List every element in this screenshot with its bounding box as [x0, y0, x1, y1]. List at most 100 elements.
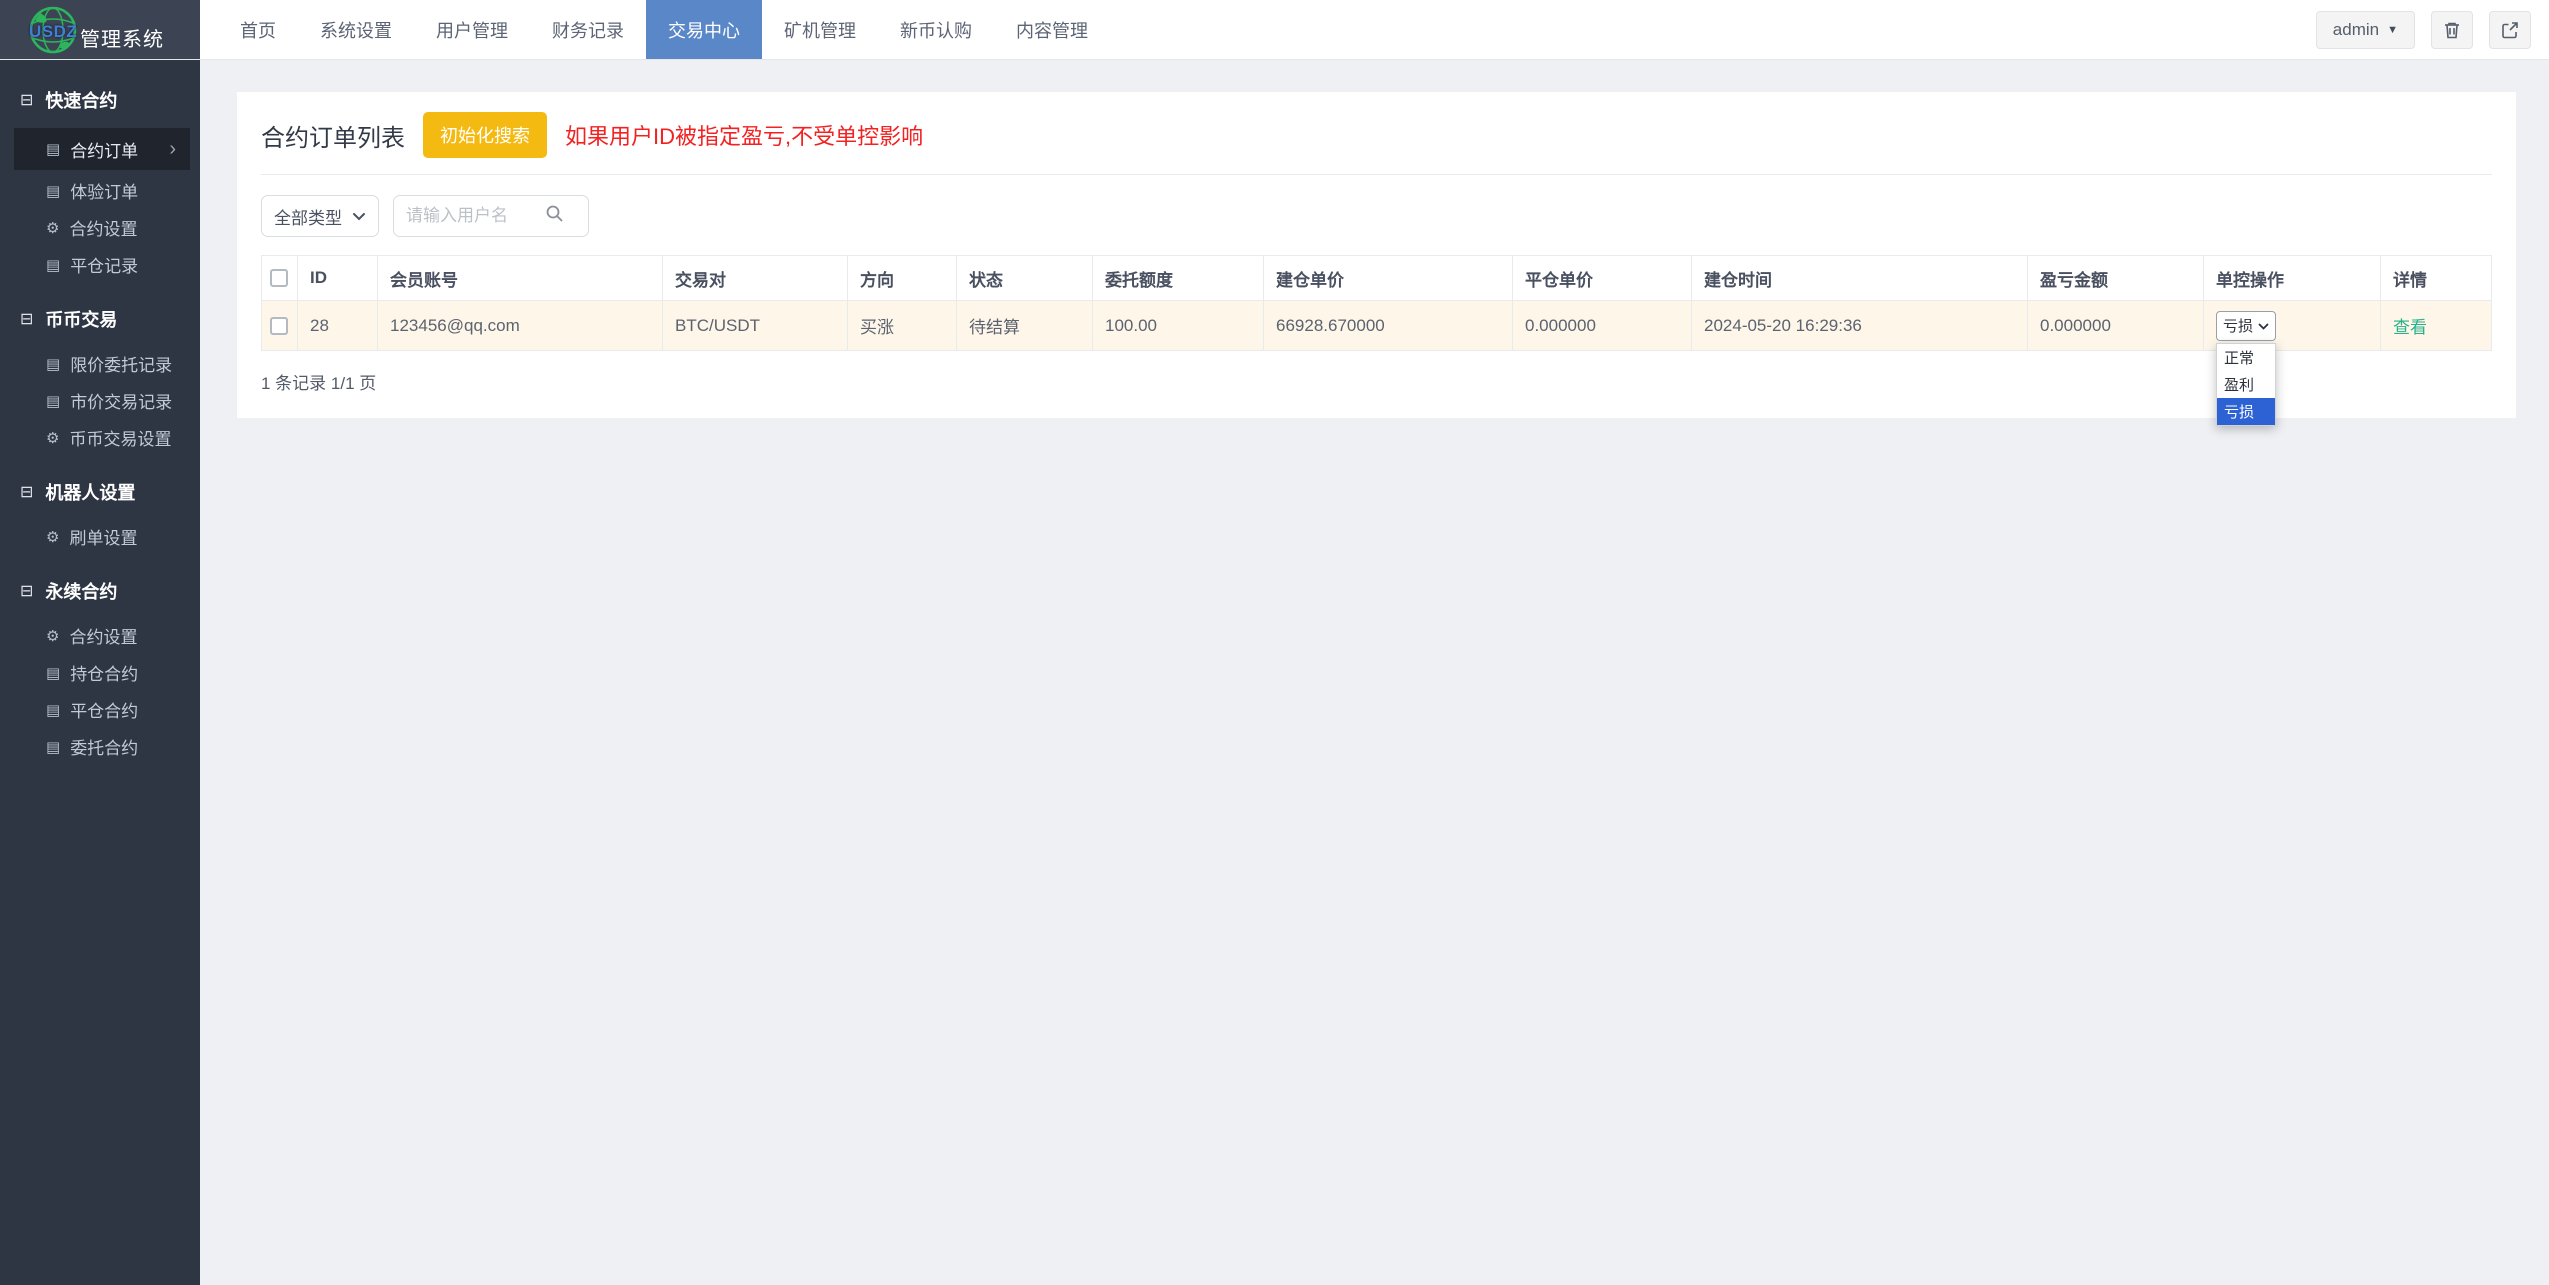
- nav-item-finance-records[interactable]: 财务记录: [552, 20, 624, 41]
- gear-icon: ⚙: [46, 627, 60, 645]
- sidebar-group-spot-trade[interactable]: ⊟ 币币交易: [0, 293, 200, 345]
- sidebar-section-spot-trade: ⊟ 币币交易 ▤ 限价委托记录 ▤ 市价交易记录 ⚙ 币币交易设置: [0, 293, 200, 456]
- trash-icon: [2442, 20, 2462, 40]
- chevron-down-icon: [2258, 317, 2269, 334]
- nav-item-content-management[interactable]: 内容管理: [1016, 20, 1088, 41]
- type-select[interactable]: 全部类型: [261, 195, 379, 237]
- init-search-button[interactable]: 初始化搜索: [423, 112, 547, 158]
- sidebar-section-robot-settings: ⊟ 机器人设置 ⚙ 刷单设置: [0, 466, 200, 555]
- cell-amount: 100.00: [1092, 300, 1264, 351]
- clear-cache-button[interactable]: [2431, 10, 2473, 49]
- sidebar-item-label: 币币交易设置: [69, 430, 172, 449]
- sidebar-item-label: 委托合约: [70, 739, 139, 758]
- control-select-value: 亏损: [2223, 318, 2254, 335]
- table-header-row: ID 会员账号 交易对 方向 状态 委托额度 建仓单价 平仓单价 建仓时间 盈亏…: [261, 255, 2492, 301]
- nav-item-system-settings[interactable]: 系统设置: [320, 20, 392, 41]
- list-icon: ▤: [46, 664, 61, 682]
- main-nav: 首页 系统设置 用户管理 财务记录 交易中心 矿机管理 新币认购 内容管理: [218, 0, 1110, 59]
- view-detail-link[interactable]: 查看: [2393, 318, 2427, 337]
- section-title: 永续合约: [45, 582, 118, 602]
- cell-status: 待结算: [956, 300, 1093, 351]
- app-logo: USDZ 管理系统: [0, 0, 200, 59]
- nav-item-new-coin[interactable]: 新币认购: [900, 20, 972, 41]
- sidebar-group-perpetual-contract[interactable]: ⊟ 永续合约: [0, 565, 200, 617]
- col-header-detail: 详情: [2380, 255, 2492, 301]
- type-select-value: 全部类型: [274, 208, 342, 228]
- col-header-account: 会员账号: [377, 255, 663, 301]
- sidebar-item-perpetual-settings[interactable]: ⚙ 合约设置: [0, 617, 200, 654]
- sidebar-item-label: 持仓合约: [70, 665, 139, 684]
- row-checkbox[interactable]: [270, 316, 288, 335]
- col-header-pair: 交易对: [662, 255, 848, 301]
- cell-control: 亏损 正常 盈利 亏损: [2203, 300, 2381, 426]
- sidebar-group-quick-contract[interactable]: ⊟ 快速合约: [0, 74, 200, 126]
- admin-user-menu[interactable]: admin ▼: [2315, 10, 2415, 49]
- username-input[interactable]: [406, 206, 539, 226]
- sidebar-item-label: 体验订单: [70, 183, 139, 202]
- globe-logo-icon: USDZ: [28, 5, 78, 55]
- col-header-open-price: 建仓单价: [1263, 255, 1513, 301]
- logout-button[interactable]: [2489, 10, 2531, 49]
- collapse-icon: ⊟: [20, 583, 34, 600]
- col-header-status: 状态: [956, 255, 1093, 301]
- cell-direction: 买涨: [847, 300, 957, 351]
- sidebar-item-label: 平仓合约: [70, 702, 139, 721]
- sidebar-item-contract-settings[interactable]: ⚙ 合约设置: [0, 209, 200, 246]
- sidebar-item-limit-order-records[interactable]: ▤ 限价委托记录: [0, 345, 200, 382]
- page-title: 合约订单列表: [261, 124, 405, 152]
- dropdown-option-profit[interactable]: 盈利: [2224, 377, 2255, 394]
- col-header-open-time: 建仓时间: [1691, 255, 2028, 301]
- col-header-amount: 委托额度: [1092, 255, 1264, 301]
- filter-row: 全部类型: [261, 195, 2492, 237]
- sidebar-item-label: 限价委托记录: [70, 356, 173, 375]
- control-select[interactable]: 亏损: [2216, 310, 2276, 341]
- select-all-checkbox[interactable]: [270, 269, 288, 287]
- sidebar-item-trial-orders[interactable]: ▤ 体验订单: [0, 172, 200, 209]
- sidebar-item-label: 刷单设置: [69, 529, 138, 548]
- list-icon: ▤: [46, 392, 61, 410]
- table-row: 28 123456@qq.com BTC/USDT 买涨 待结算 100.00 …: [261, 300, 2492, 426]
- dropdown-option-normal[interactable]: 正常: [2224, 350, 2255, 367]
- sidebar-section-perpetual-contract: ⊟ 永续合约 ⚙ 合约设置 ▤ 持仓合约 ▤ 平仓合约 ▤ 委托合约: [0, 565, 200, 765]
- sidebar-item-spot-trade-settings[interactable]: ⚙ 币币交易设置: [0, 419, 200, 456]
- sidebar-item-closed-contracts[interactable]: ▤ 平仓合约: [0, 691, 200, 728]
- sidebar-item-close-records[interactable]: ▤ 平仓记录: [0, 246, 200, 283]
- section-title: 快速合约: [45, 91, 118, 111]
- col-header-profit: 盈亏金额: [2027, 255, 2204, 301]
- sidebar-item-label: 平仓记录: [70, 257, 139, 276]
- top-navbar: USDZ 管理系统 首页 系统设置 用户管理 财务记录 交易中心 矿机管理 新币…: [0, 0, 2549, 60]
- list-icon: ▤: [46, 182, 61, 200]
- nav-item-home[interactable]: 首页: [240, 20, 276, 41]
- warning-text: 如果用户ID被指定盈亏,不受单控影响: [565, 124, 924, 149]
- col-header-close-price: 平仓单价: [1512, 255, 1692, 301]
- section-title: 币币交易: [45, 310, 118, 330]
- sidebar-item-label: 合约订单: [70, 141, 139, 161]
- cell-detail: 查看: [2380, 300, 2492, 351]
- gear-icon: ⚙: [46, 429, 60, 447]
- sidebar-item-holding-contracts[interactable]: ▤ 持仓合约: [0, 654, 200, 691]
- nav-item-miner-management[interactable]: 矿机管理: [784, 20, 856, 41]
- cell-open-time: 2024-05-20 16:29:36: [1691, 300, 2028, 351]
- sidebar-item-contract-orders[interactable]: ▤ 合约订单 ›: [14, 128, 190, 170]
- caret-down-icon: ▼: [2387, 23, 2398, 36]
- pagination-info: 1 条记录 1/1 页: [261, 374, 377, 393]
- sidebar-group-robot-settings[interactable]: ⊟ 机器人设置: [0, 466, 200, 518]
- sidebar-section-quick-contract: ⊟ 快速合约 ▤ 合约订单 › ▤ 体验订单 ⚙ 合约设置 ▤ 平仓记录: [0, 74, 200, 283]
- orders-card: 合约订单列表 初始化搜索 如果用户ID被指定盈亏,不受单控影响 全部类型: [237, 92, 2516, 426]
- sidebar-item-brush-order-settings[interactable]: ⚙ 刷单设置: [0, 518, 200, 555]
- list-icon: ▤: [46, 701, 61, 719]
- nav-item-user-management[interactable]: 用户管理: [436, 20, 508, 41]
- cell-profit: 0.000000: [2027, 300, 2204, 351]
- nav-item-trade-center[interactable]: 交易中心: [646, 0, 762, 59]
- sidebar-item-market-trade-records[interactable]: ▤ 市价交易记录: [0, 382, 200, 419]
- dropdown-option-loss[interactable]: 亏损: [2217, 398, 2275, 425]
- collapse-icon: ⊟: [20, 92, 34, 109]
- sidebar-item-entrust-contracts[interactable]: ▤ 委托合约: [0, 728, 200, 765]
- cell-close-price: 0.000000: [1512, 300, 1692, 351]
- col-header-id: ID: [297, 255, 378, 301]
- list-icon: ▤: [46, 738, 61, 756]
- sidebar-item-label: 合约设置: [69, 628, 138, 647]
- search-icon[interactable]: [545, 204, 564, 228]
- col-header-control: 单控操作: [2203, 255, 2381, 301]
- sidebar-item-label: 市价交易记录: [70, 393, 173, 412]
